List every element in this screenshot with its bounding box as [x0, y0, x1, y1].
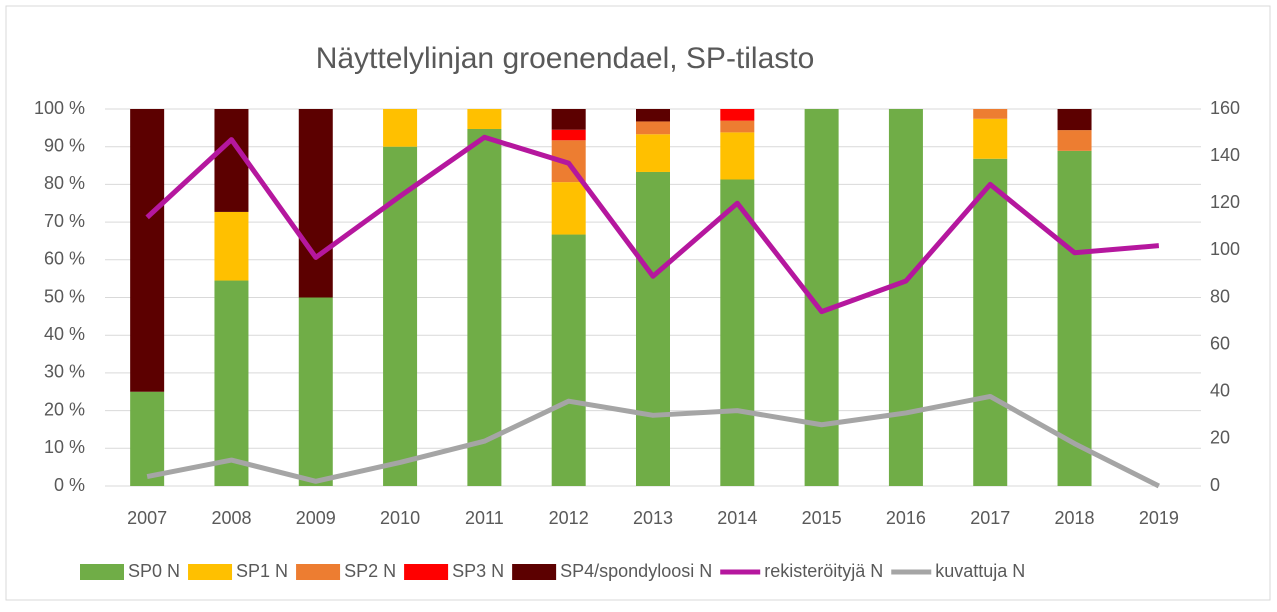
x-tick-label: 2009	[296, 508, 336, 528]
bar-segment	[636, 109, 670, 122]
bar-segment	[551, 129, 586, 141]
bar-segment	[720, 132, 755, 180]
x-tick-label: 2019	[1139, 508, 1179, 528]
bar-segment	[636, 121, 670, 135]
bar-segment	[1057, 109, 1092, 131]
bar-segment	[467, 128, 502, 486]
bar-segment	[636, 171, 670, 487]
bar-segment	[551, 234, 586, 486]
bar-segment	[551, 109, 586, 130]
bar-segment	[214, 280, 249, 486]
legend-item: rekisteröityjä N	[720, 561, 883, 581]
bar-segment	[130, 109, 165, 392]
bar-segment	[720, 109, 755, 121]
y-tick-label: 60 %	[44, 249, 85, 269]
bar-segment	[1057, 130, 1092, 151]
bar-segment	[383, 109, 418, 147]
y-tick-label: 40 %	[44, 324, 85, 344]
line-series	[146, 393, 1160, 489]
line-series	[145, 134, 1160, 315]
y2-tick-label: 0	[1210, 475, 1220, 495]
legend-label: SP0 N	[128, 561, 180, 581]
x-tick-label: 2013	[633, 508, 673, 528]
chart-title: Näyttelylinjan groenendael, SP-tilasto	[316, 42, 815, 75]
bar-segment	[973, 158, 1008, 486]
legend-label: SP4/spondyloosi N	[560, 561, 712, 581]
y-tick-label: 70 %	[44, 211, 85, 231]
bar-segment	[1057, 150, 1092, 487]
legend-label: SP1 N	[236, 561, 288, 581]
bar-segment	[720, 120, 755, 133]
bar-segment	[888, 109, 923, 486]
y-tick-label: 30 %	[44, 362, 85, 382]
bar-segment	[298, 297, 333, 486]
y2-tick-label: 60	[1210, 333, 1230, 353]
x-tick-label: 2015	[802, 508, 842, 528]
legend-label: kuvattuja N	[935, 561, 1025, 581]
x-tick-label: 2017	[970, 508, 1010, 528]
y2-tick-label: 40	[1210, 381, 1230, 401]
legend-swatch	[188, 564, 233, 580]
bar-segment	[636, 134, 670, 172]
y-tick-label: 0 %	[54, 475, 85, 495]
bar-segment	[214, 211, 249, 281]
x-tick-label: 2010	[380, 508, 420, 528]
y-tick-label: 80 %	[44, 173, 85, 193]
y-tick-label: 50 %	[44, 286, 85, 306]
bar-segment	[298, 109, 333, 298]
legend-item: SP3 N	[404, 561, 504, 581]
x-tick-label: 2007	[127, 508, 167, 528]
x-tick-label: 2016	[886, 508, 926, 528]
y-tick-label: 10 %	[44, 437, 85, 457]
legend-label: rekisteröityjä N	[764, 561, 883, 581]
legend-swatch	[512, 564, 557, 580]
bar-segment	[551, 182, 586, 235]
legend-label: SP3 N	[452, 561, 504, 581]
y-tick-label: 20 %	[44, 399, 85, 419]
legend-item: kuvattuja N	[891, 561, 1025, 581]
y-tick-label: 100 %	[34, 98, 85, 118]
legend-item: SP2 N	[296, 561, 396, 581]
legend-item: SP4/spondyloosi N	[512, 561, 712, 581]
y-tick-label: 90 %	[44, 135, 85, 155]
y2-tick-label: 20	[1210, 428, 1230, 448]
bar-segment	[130, 391, 165, 486]
x-tick-label: 2011	[465, 508, 504, 528]
bar-segment	[973, 118, 1008, 159]
bar-segment	[720, 179, 755, 486]
x-tick-label: 2012	[549, 508, 589, 528]
x-tick-label: 2018	[1055, 508, 1095, 528]
y2-tick-label: 120	[1210, 192, 1240, 212]
legend-item: SP1 N	[188, 561, 288, 581]
legend-label: SP2 N	[344, 561, 396, 581]
bar-segment	[467, 109, 502, 129]
x-tick-label: 2008	[211, 508, 251, 528]
legend-swatch	[80, 564, 124, 580]
y2-tick-label: 160	[1210, 98, 1240, 118]
y2-tick-label: 140	[1210, 145, 1240, 165]
y2-tick-label: 100	[1210, 239, 1240, 259]
bar-segment	[973, 109, 1008, 119]
y2-tick-label: 80	[1210, 286, 1230, 306]
x-tick-label: 2014	[717, 508, 757, 528]
bar-segment	[214, 109, 249, 212]
legend-swatch	[296, 564, 341, 580]
legend-swatch	[404, 564, 449, 580]
legend-item: SP0 N	[80, 561, 180, 581]
